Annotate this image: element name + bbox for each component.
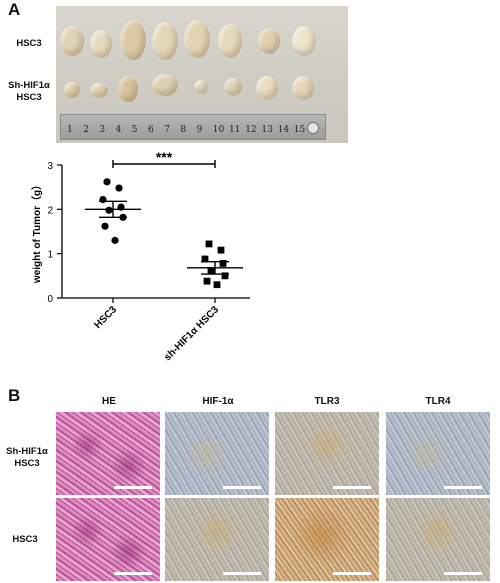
tumor-image: [90, 30, 112, 58]
y-tick-label: 0: [47, 294, 53, 305]
histology-image-tlr4-sh: [386, 412, 490, 495]
y-tick-label: 2: [47, 205, 53, 216]
ruler-number: 8: [180, 125, 187, 135]
tumor-image: [224, 78, 242, 96]
x-tick-label: sh-HIF1α HSC3: [162, 304, 221, 363]
scale-bar: [223, 486, 261, 489]
photo-row-label-sh-hif1a: Sh-HIF1α HSC3: [4, 80, 54, 104]
tumor-image: [90, 83, 108, 98]
ruler-number: 1: [67, 125, 73, 135]
tumor-image: [258, 28, 280, 54]
ruler-number: 3: [99, 125, 106, 135]
scale-bar: [333, 572, 371, 575]
tumor-image: [292, 76, 314, 100]
data-point: [205, 240, 213, 248]
tumor-image: [152, 74, 178, 96]
tumor-image: [152, 22, 178, 60]
data-point: [203, 277, 211, 285]
ruler-number: 6: [148, 125, 154, 135]
data-point: [221, 272, 229, 280]
tumor-image: [194, 80, 208, 94]
column-header-tlr3: TLR3: [314, 396, 340, 407]
tumor-image: [256, 76, 278, 100]
histology-row-label-sh-hif1a: Sh-HIF1α HSC3: [0, 446, 54, 470]
tumor-image: [120, 20, 146, 60]
data-point: [101, 222, 109, 230]
ruler-number: 5: [131, 125, 138, 135]
photo-row-label-line-1: Sh-HIF1α: [8, 80, 50, 91]
data-point: [115, 184, 123, 192]
column-header-hif1a: HIF-1α: [202, 396, 234, 407]
tumor-image: [184, 20, 210, 58]
scale-bar: [444, 572, 482, 575]
tumor-image: [218, 24, 242, 58]
ruler: 1 2 3 4 5 6 7 8 9 10 11 12 13 14 15: [60, 114, 326, 140]
scale-bar: [444, 486, 482, 489]
histology-image-tlr3-hsc3: [275, 498, 379, 581]
scale-bar: [114, 486, 152, 489]
scale-bar: [333, 486, 371, 489]
tumor-image: [64, 82, 80, 98]
ruler-number: 10: [212, 125, 225, 135]
data-point: [217, 246, 225, 254]
tumor-photo: 1 2 3 4 5 6 7 8 9 10 11 12 13 14 15: [56, 6, 348, 143]
x-tick-label: HSC3: [92, 304, 119, 331]
histology-row-label-line-1: Sh-HIF1α: [6, 446, 48, 457]
y-axis-label: weight of Tumor（g）: [30, 180, 43, 284]
data-point: [105, 206, 113, 214]
ruler-number: 14: [277, 125, 290, 135]
histology-row-label-hsc3: HSC3: [12, 534, 38, 545]
panel-letter-a: A: [8, 0, 21, 19]
data-point: [119, 213, 127, 221]
tumor-weight-chart: 0 1 2 3 weight of Tumor（g） HSC3 sh-HIF1α HSC3 *…: [30, 150, 250, 363]
tumor-image: [118, 76, 138, 102]
ruler-hole: [307, 122, 319, 134]
column-header-tlr4: TLR4: [425, 396, 451, 407]
ruler-number: 11: [229, 125, 241, 135]
panel-letter-b: B: [8, 386, 21, 405]
photo-row-label-line-2: HSC3: [16, 92, 42, 103]
ruler-number: 13: [261, 125, 273, 135]
data-point: [111, 236, 119, 244]
histology-image-he-hsc3: [56, 498, 160, 581]
data-point: [99, 195, 107, 204]
scale-bar: [114, 572, 152, 575]
ruler-number: 15: [293, 125, 306, 135]
data-point: [201, 255, 209, 263]
histology-image-hif1a-hsc3: [165, 498, 269, 581]
column-header-he: HE: [102, 396, 116, 407]
data-point: [103, 178, 111, 186]
ruler-number: 4: [115, 125, 122, 135]
y-tick-label: 3: [47, 161, 53, 172]
data-point: [207, 267, 215, 274]
histology-image-tlr3-sh: [275, 412, 379, 495]
ruler-number: 9: [196, 125, 203, 135]
scale-bar: [223, 572, 261, 575]
data-point: [219, 260, 227, 267]
data-point: [213, 281, 221, 289]
y-tick-label: 1: [47, 250, 53, 261]
histology-image-hif1a-sh: [165, 412, 269, 495]
histology-row-label-line-2: HSC3: [14, 458, 40, 469]
data-point: [117, 203, 125, 211]
histology-image-he-sh: [56, 412, 160, 495]
ruler-number: 7: [164, 125, 170, 135]
photo-row-label-hsc3: HSC3: [16, 38, 42, 49]
histology-image-tlr4-hsc3: [386, 498, 490, 581]
tumor-image: [292, 26, 316, 56]
ruler-number: 12: [245, 125, 257, 135]
ruler-number: 2: [83, 125, 89, 135]
significance-label: ***: [156, 150, 173, 165]
tumor-image: [60, 26, 84, 56]
